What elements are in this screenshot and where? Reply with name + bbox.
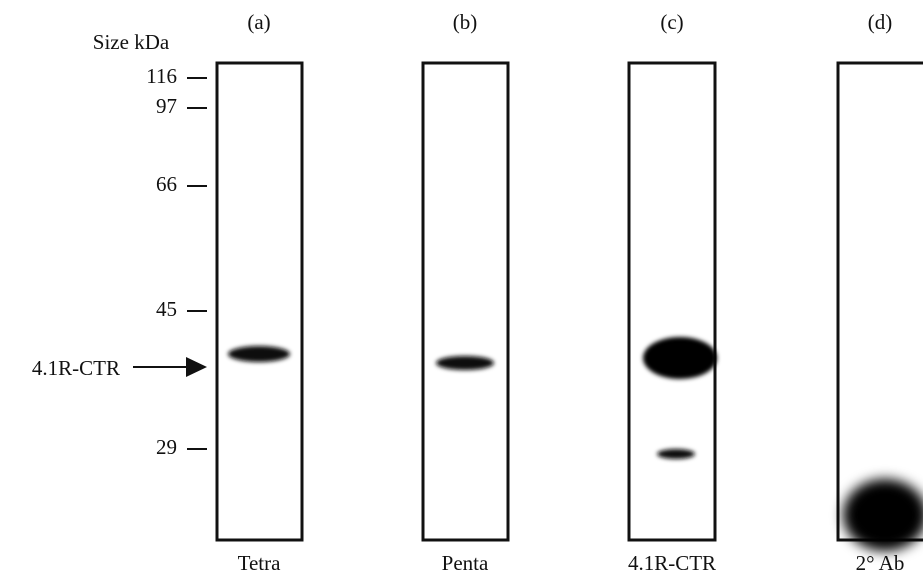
- lane-name: Penta: [442, 551, 489, 575]
- band: [436, 356, 494, 370]
- marker-label: 45: [156, 297, 177, 321]
- lane-letter: (b): [453, 10, 478, 34]
- lane-box: [629, 63, 715, 540]
- lane-name: Tetra: [238, 551, 282, 575]
- marker-ladder: [187, 78, 207, 449]
- band: [657, 449, 695, 459]
- figure: Size kDa 116 97 66 45 29 4.1R-CTR (a) (b…: [0, 0, 923, 579]
- marker-label: 97: [156, 94, 177, 118]
- band: [228, 346, 290, 362]
- marker-label: 29: [156, 435, 177, 459]
- lane-name: 2° Ab: [856, 551, 905, 575]
- lane-letter: (c): [660, 10, 683, 34]
- lane-box: [838, 63, 923, 540]
- arrow-head: [186, 357, 207, 377]
- arrow-label: 4.1R-CTR: [32, 356, 120, 380]
- lane-letter: (d): [868, 10, 893, 34]
- size-label: Size kDa: [93, 30, 170, 54]
- page: Size kDa 116 97 66 45 29 4.1R-CTR (a) (b…: [0, 0, 923, 579]
- lane-letter: (a): [247, 10, 270, 34]
- lane-box: [423, 63, 508, 540]
- marker-label: 116: [146, 64, 177, 88]
- lane-box: [217, 63, 302, 540]
- lane-name: 4.1R-CTR: [628, 551, 716, 575]
- marker-label: 66: [156, 172, 177, 196]
- band: [643, 337, 717, 379]
